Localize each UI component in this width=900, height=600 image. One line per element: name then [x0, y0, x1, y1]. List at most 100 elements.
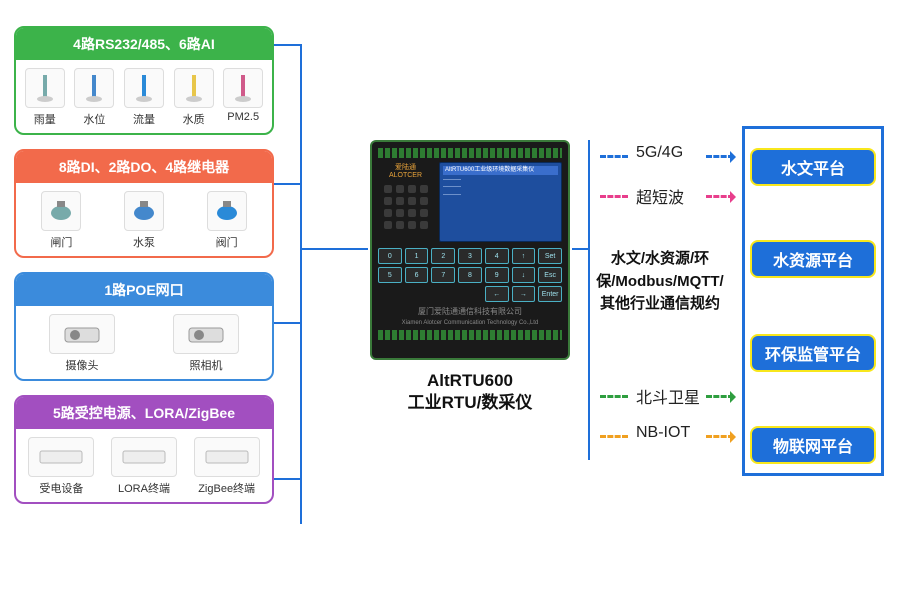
- sensor-icon: [194, 437, 260, 477]
- comm-arrow-right: [706, 195, 734, 198]
- panel-0: 4路RS232/485、6路AI 雨量水位流量水质 PM2.5: [14, 26, 274, 135]
- keypad-key[interactable]: ↑: [512, 248, 536, 264]
- keypad-key[interactable]: 9: [485, 267, 509, 283]
- item-label: 闸门: [41, 234, 81, 250]
- item-label: 雨量: [25, 111, 65, 127]
- keypad-key[interactable]: 0: [378, 248, 402, 264]
- keypad-key[interactable]: Esc: [538, 267, 562, 283]
- screen-title: AltRTU600工业级环境数据采集仪: [443, 166, 558, 175]
- comm-arrow-left: [600, 435, 628, 438]
- keypad-key[interactable]: 6: [405, 267, 429, 283]
- device-logo: 爱陆通ALOTCER: [378, 162, 433, 179]
- right-bus: [588, 140, 590, 460]
- panel-1: 8路DI、2路DO、4路继电器闸门 水泵 阀门: [14, 149, 274, 258]
- panel-item: 水位: [74, 68, 114, 127]
- comm-label: 5G/4G: [636, 144, 683, 162]
- item-label: 水泵: [124, 234, 164, 250]
- platform-button[interactable]: 环保监管平台: [750, 334, 876, 372]
- keypad-key[interactable]: ↓: [512, 267, 536, 283]
- panel-item: 雨量: [25, 68, 65, 127]
- device-label: AltRTU600 工业RTU/数采仪: [370, 370, 570, 414]
- sensor-icon: [25, 68, 65, 108]
- led-grid: [384, 185, 428, 229]
- panel-item: 流量: [124, 68, 164, 127]
- item-label: 流量: [124, 111, 164, 127]
- panel-body: 雨量水位流量水质 PM2.5: [16, 60, 272, 133]
- terminal-strip-top: [378, 148, 562, 158]
- panel-3: 5路受控电源、LORA/ZigBee 受电设备 LORA终端 ZigBee终端: [14, 395, 274, 504]
- platform-button[interactable]: 物联网平台: [750, 426, 876, 464]
- item-label: 摄像头: [49, 357, 115, 373]
- sensor-icon: [74, 68, 114, 108]
- stub-4: [274, 478, 302, 480]
- keypad-key[interactable]: 1: [405, 248, 429, 264]
- panel-item: LORA终端: [111, 437, 177, 496]
- comm-arrow-right: [706, 155, 734, 158]
- protocol-text: 水文/水资源/环保/Modbus/MQTT/其他行业通信规约: [595, 248, 725, 316]
- item-label: 阀门: [207, 234, 247, 250]
- keypad-key[interactable]: ←: [485, 286, 509, 302]
- panel-body: 闸门 水泵 阀门: [16, 183, 272, 256]
- sensor-icon: [28, 437, 94, 477]
- panel-header: 5路受控电源、LORA/ZigBee: [16, 397, 272, 429]
- sensor-icon: [49, 314, 115, 354]
- panel-item: 受电设备: [28, 437, 94, 496]
- keypad-key[interactable]: 3: [458, 248, 482, 264]
- keypad-key[interactable]: →: [512, 286, 536, 302]
- panel-header: 4路RS232/485、6路AI: [16, 28, 272, 60]
- platform-button[interactable]: 水文平台: [750, 148, 876, 186]
- item-label: 水位: [74, 111, 114, 127]
- keypad-key[interactable]: 8: [458, 267, 482, 283]
- sensor-icon: [207, 191, 247, 231]
- bus-to-device: [300, 248, 368, 250]
- keypad-key[interactable]: Enter: [538, 286, 562, 302]
- panel-body: 受电设备 LORA终端 ZigBee终端: [16, 429, 272, 502]
- panel-item: ZigBee终端: [194, 437, 260, 496]
- sensor-icon: [41, 191, 81, 231]
- comm-arrow-left: [600, 395, 628, 398]
- panel-2: 1路POE网口摄像头 照相机: [14, 272, 274, 381]
- comm-arrow-left: [600, 195, 628, 198]
- panel-item: 摄像头: [49, 314, 115, 373]
- stub-2: [274, 183, 302, 185]
- sensor-icon: [111, 437, 177, 477]
- terminal-strip-bottom: [378, 330, 562, 340]
- panel-item: PM2.5: [223, 68, 263, 127]
- item-label: PM2.5: [223, 111, 263, 123]
- item-label: 水质: [174, 111, 214, 127]
- panel-header: 8路DI、2路DO、4路继电器: [16, 151, 272, 183]
- item-label: 照相机: [173, 357, 239, 373]
- bus-vertical: [300, 44, 302, 524]
- stub-1: [274, 44, 302, 46]
- item-label: 受电设备: [28, 480, 94, 496]
- sensor-icon: [124, 68, 164, 108]
- stub-3: [274, 322, 302, 324]
- comm-label: 北斗卫星: [636, 384, 700, 408]
- keypad-key[interactable]: 2: [431, 248, 455, 264]
- comm-label: 超短波: [636, 184, 684, 208]
- sensor-icon: [124, 191, 164, 231]
- panel-body: 摄像头 照相机: [16, 306, 272, 379]
- comm-arrow-left: [600, 155, 628, 158]
- panel-item: 照相机: [173, 314, 239, 373]
- keypad-key[interactable]: Set: [538, 248, 562, 264]
- keypad-key[interactable]: 5: [378, 267, 402, 283]
- comm-label: NB-IOT: [636, 424, 690, 442]
- platform-button[interactable]: 水资源平台: [750, 240, 876, 278]
- device-keypad: 01234↑Set 56789↓Esc ←→Enter: [378, 248, 562, 302]
- panel-item: 水质: [174, 68, 214, 127]
- device-manufacturer: 厦门爱陆通通信科技有限公司 Xiamen Alotcer Communicati…: [378, 306, 562, 326]
- left-input-panels: 4路RS232/485、6路AI 雨量水位流量水质 PM2.5 8路DI、2路DO、4…: [14, 26, 274, 518]
- panel-item: 闸门: [41, 191, 81, 250]
- sensor-icon: [223, 68, 263, 108]
- panel-item: 阀门: [207, 191, 247, 250]
- item-label: LORA终端: [111, 480, 177, 496]
- panel-header: 1路POE网口: [16, 274, 272, 306]
- comm-arrow-right: [706, 395, 734, 398]
- rtu-device: 爱陆通ALOTCER AltRTU600工业级环境数据采集仪 —————————…: [370, 140, 570, 360]
- panel-item: 水泵: [124, 191, 164, 250]
- keypad-key[interactable]: 7: [431, 267, 455, 283]
- comm-arrow-right: [706, 435, 734, 438]
- device-screen: AltRTU600工业级环境数据采集仪 —————————: [439, 162, 562, 242]
- keypad-key[interactable]: 4: [485, 248, 509, 264]
